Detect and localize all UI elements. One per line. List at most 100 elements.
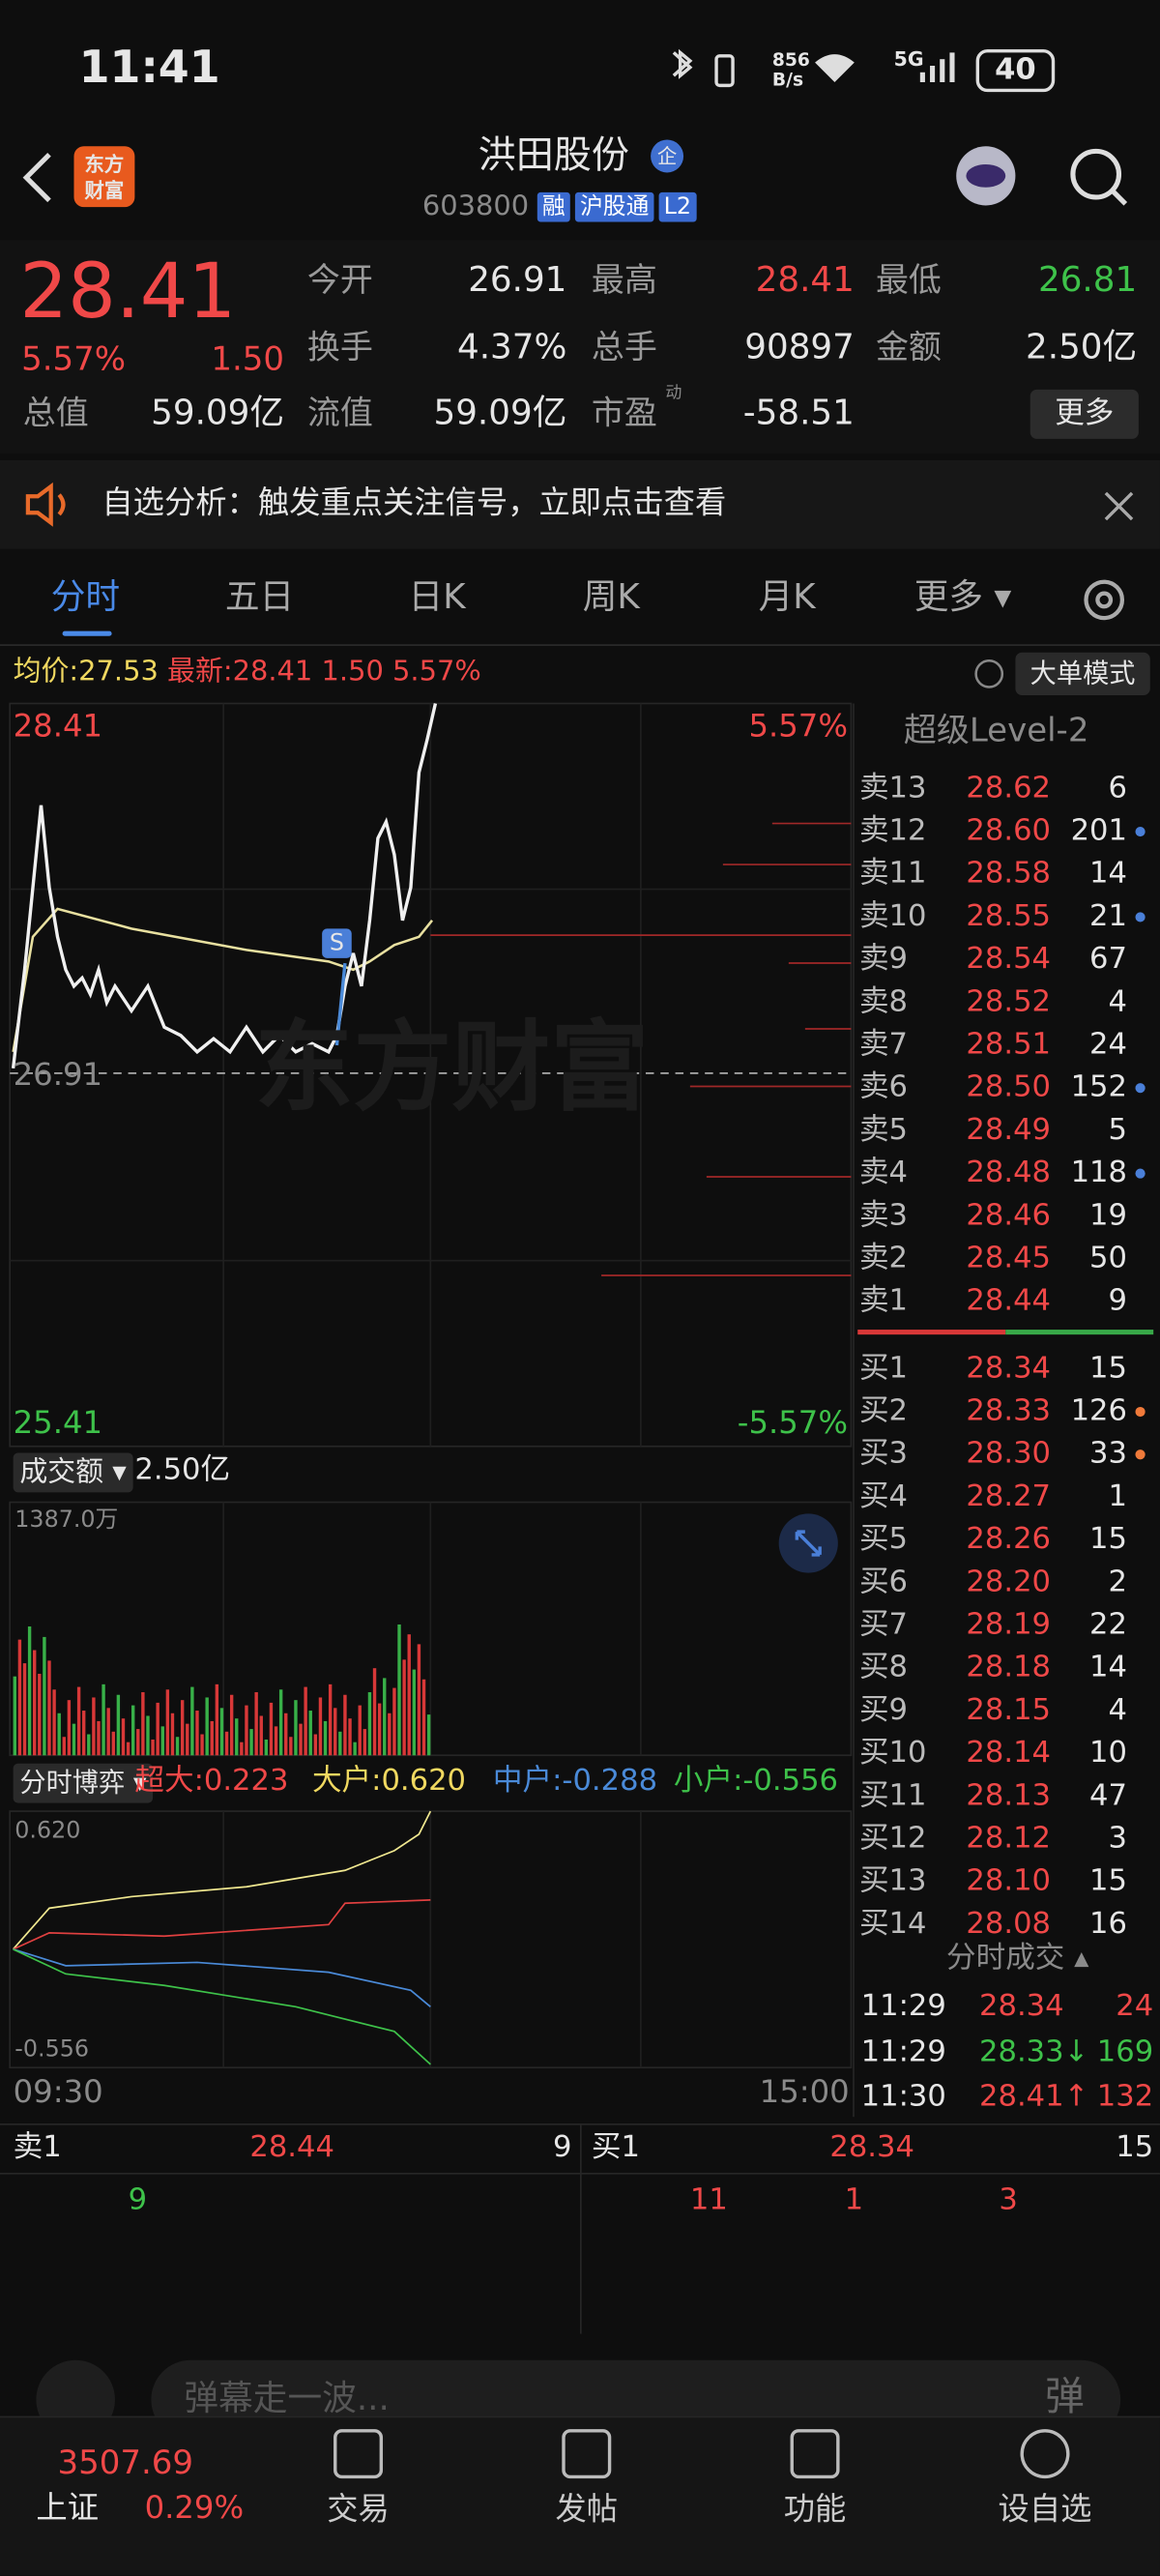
volume-bar xyxy=(358,1705,362,1756)
battery: 40 xyxy=(975,48,1056,93)
mode-button[interactable]: 大单模式 xyxy=(1015,652,1150,695)
chart-open: 26.91 xyxy=(13,1056,103,1094)
nav-icon xyxy=(1020,2429,1070,2479)
volume-bar xyxy=(383,1678,387,1756)
book-label: 买13 xyxy=(858,1863,927,1899)
volume-label-text: 成交额 xyxy=(19,1455,104,1489)
settings-icon[interactable] xyxy=(1078,573,1130,626)
book-label: 卖4 xyxy=(858,1155,909,1190)
volume-label[interactable]: 成交额 ▾ xyxy=(13,1452,133,1493)
trade-time: 11:30 xyxy=(860,2079,946,2114)
book-vol: 2 xyxy=(1108,1565,1127,1599)
volume-bar xyxy=(43,1636,46,1756)
book-vol: 24 xyxy=(1089,1027,1127,1063)
comment-button[interactable]: 弹 xyxy=(1045,2373,1085,2419)
tab[interactable]: 更多 ▾ xyxy=(914,576,1012,617)
nav-item[interactable]: 设自选 xyxy=(998,2491,1092,2529)
stock-title: 洪田股份 xyxy=(478,134,629,178)
volume-bar xyxy=(259,1715,263,1756)
book-price: 28.55 xyxy=(966,898,1052,934)
book-vol: 9 xyxy=(1108,1283,1127,1319)
book-price: 28.26 xyxy=(966,1521,1052,1557)
book-price: 28.12 xyxy=(966,1821,1052,1856)
volume-bar xyxy=(13,1676,16,1756)
volume-bar xyxy=(165,1689,170,1756)
tag: 融 xyxy=(536,191,570,222)
status-time: 11:41 xyxy=(78,43,220,94)
book-vol: 1 xyxy=(1108,1478,1127,1514)
volume-bar xyxy=(219,1708,224,1756)
tab[interactable]: 分时 xyxy=(50,576,121,617)
tab[interactable]: 月K xyxy=(758,576,816,617)
field-label: 流值 xyxy=(306,393,373,433)
volume-bar xyxy=(22,1663,27,1756)
book-label: 买10 xyxy=(858,1735,927,1771)
book-vol: 67 xyxy=(1089,941,1127,977)
field-label: 总值 xyxy=(22,393,89,433)
volume-bar xyxy=(308,1711,312,1756)
volume-bar xyxy=(47,1660,51,1756)
book-price: 28.13 xyxy=(966,1778,1052,1813)
book-price: 28.33 xyxy=(966,1393,1052,1429)
signal-marker[interactable]: S xyxy=(322,928,352,958)
volume-bar xyxy=(57,1712,61,1756)
tab[interactable]: 周K xyxy=(582,576,640,617)
volume-bar xyxy=(397,1624,401,1756)
logo-line: 财富 xyxy=(84,179,125,203)
latest-value: 28.41 xyxy=(232,656,313,689)
header-icons xyxy=(956,146,1128,206)
more-button[interactable]: 更多 xyxy=(1030,389,1139,439)
nav-item[interactable]: 交易 xyxy=(327,2491,390,2529)
quote-panel xyxy=(0,240,1160,454)
close-icon[interactable] xyxy=(1101,488,1137,524)
volume-bar xyxy=(200,1734,204,1756)
volume-bar xyxy=(284,1712,288,1756)
book-vol: 15 xyxy=(1089,1863,1127,1899)
volume-bar xyxy=(294,1700,298,1756)
flow-min: -0.556 xyxy=(14,2035,90,2064)
tab[interactable]: 日K xyxy=(408,576,466,617)
back-arrow[interactable] xyxy=(16,148,66,207)
notice-bar[interactable] xyxy=(0,459,1160,549)
book-label: 卖5 xyxy=(858,1112,909,1148)
volume-bar xyxy=(412,1669,417,1756)
nav-item[interactable]: 功能 xyxy=(783,2491,847,2529)
book-price: 28.60 xyxy=(966,813,1052,849)
nav-icon xyxy=(334,2429,384,2479)
book-vol: 15 xyxy=(1089,1351,1127,1386)
nav-item[interactable]: 发帖 xyxy=(555,2491,619,2529)
volume-bar xyxy=(186,1723,189,1756)
info-row: 均价:27.53 最新:28.41 1.50 5.57% xyxy=(14,659,481,688)
bb-ask-price: 28.44 xyxy=(249,2129,334,2165)
volume-bar xyxy=(323,1720,328,1756)
change: 1.50 xyxy=(211,338,285,378)
volume-bar xyxy=(402,1659,406,1756)
avg-label: 均价: xyxy=(13,656,79,689)
volume-bar xyxy=(175,1737,180,1756)
book-price: 28.58 xyxy=(966,856,1052,892)
volume-bar xyxy=(299,1723,303,1756)
book-label: 买8 xyxy=(858,1650,909,1685)
book-dot xyxy=(1135,1449,1146,1460)
nav-icon xyxy=(790,2429,840,2479)
volume-bar xyxy=(92,1697,96,1756)
book-label: 买6 xyxy=(858,1565,909,1599)
volume-bar xyxy=(72,1723,76,1756)
tab[interactable]: 五日 xyxy=(224,576,295,617)
book-price: 28.20 xyxy=(966,1565,1052,1599)
time-end: 15:00 xyxy=(759,2074,850,2111)
app-logo: 东方 财富 xyxy=(73,146,135,208)
help-icon[interactable] xyxy=(972,658,1005,690)
flow-item: 大户:0.620 xyxy=(311,1763,467,1799)
volume-bar xyxy=(97,1720,101,1756)
volume-bar xyxy=(417,1644,421,1756)
book-dot xyxy=(1135,912,1146,922)
book-price: 28.19 xyxy=(966,1607,1052,1643)
volume-bar xyxy=(334,1708,337,1756)
book-price: 28.14 xyxy=(966,1735,1052,1771)
speaker-icon xyxy=(25,482,66,527)
flow-label[interactable]: 分时博弈 ▾ xyxy=(13,1763,154,1803)
latest-change: 1.50 xyxy=(321,656,384,689)
book-label: 买7 xyxy=(858,1607,909,1643)
